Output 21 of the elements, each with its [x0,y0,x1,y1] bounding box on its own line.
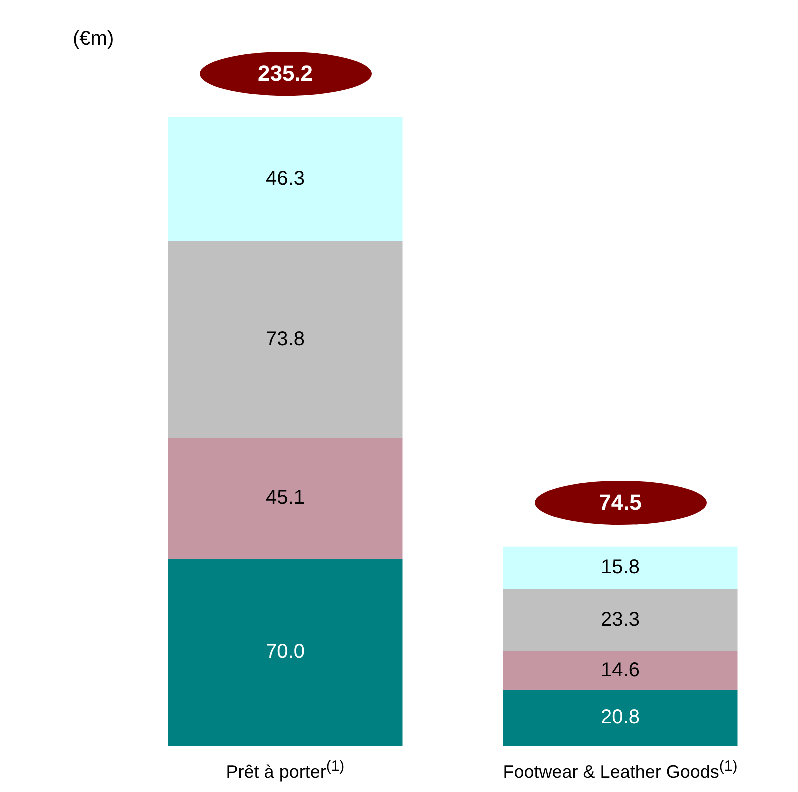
bar [503,690,738,746]
bar [168,118,403,242]
bar [168,438,403,559]
data-label: 46.3 [266,168,305,190]
data-label: 70.0 [266,640,305,663]
bar [503,651,738,690]
data-label: 23.3 [601,608,640,631]
bar [503,546,738,590]
bar [168,241,403,438]
bar [168,558,403,746]
x-tick-label: Prêt à porter$^{(1)}$ [226,758,345,782]
total-label: 74.5 [598,488,643,517]
data-label: 45.1 [266,487,305,510]
x-tick-label: Footwear & Leather Goods$^{(1)}$ [503,758,738,782]
bar [503,589,738,652]
data-label: 14.6 [601,659,640,682]
data-label: 20.8 [601,706,640,729]
y-axis-title: (€m) [73,28,114,51]
total-label: 235.2 [256,60,314,88]
data-label: 15.8 [601,556,640,579]
data-label: 73.8 [266,328,305,350]
